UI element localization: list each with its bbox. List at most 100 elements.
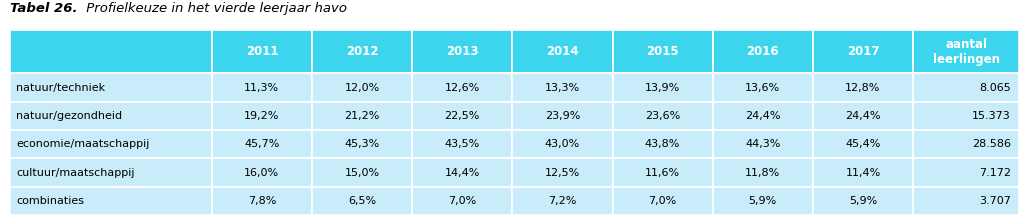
Text: 15.373: 15.373 — [972, 111, 1011, 121]
Bar — [713, 102, 813, 130]
Bar — [212, 158, 312, 187]
Bar — [212, 130, 312, 158]
Bar — [612, 74, 713, 102]
Bar — [412, 30, 512, 74]
Bar — [412, 74, 512, 102]
Bar — [512, 130, 612, 158]
Text: 8.065: 8.065 — [979, 83, 1011, 93]
Text: 43,0%: 43,0% — [545, 139, 580, 149]
Text: 12,0%: 12,0% — [344, 83, 380, 93]
Bar — [412, 130, 512, 158]
Text: 7,8%: 7,8% — [248, 196, 276, 206]
Text: 13,6%: 13,6% — [745, 83, 780, 93]
Bar — [612, 187, 713, 215]
Bar — [412, 187, 512, 215]
Bar — [512, 74, 612, 102]
Bar — [713, 30, 813, 74]
Bar — [10, 187, 212, 215]
Bar — [10, 130, 212, 158]
Text: 22,5%: 22,5% — [444, 111, 480, 121]
Bar — [10, 74, 212, 102]
Text: 2015: 2015 — [646, 45, 679, 58]
Bar — [813, 102, 913, 130]
Text: 43,5%: 43,5% — [444, 139, 480, 149]
Bar — [913, 102, 1019, 130]
Bar — [212, 102, 312, 130]
Text: 14,4%: 14,4% — [444, 168, 480, 178]
Text: 2014: 2014 — [546, 45, 579, 58]
Text: 44,3%: 44,3% — [745, 139, 780, 149]
Bar — [813, 74, 913, 102]
Text: 23,9%: 23,9% — [545, 111, 581, 121]
Bar — [612, 102, 713, 130]
Text: 7,2%: 7,2% — [548, 196, 577, 206]
Text: 12,5%: 12,5% — [545, 168, 580, 178]
Bar — [913, 158, 1019, 187]
Bar — [312, 74, 412, 102]
Text: 11,3%: 11,3% — [245, 83, 280, 93]
Bar — [813, 187, 913, 215]
Text: 13,9%: 13,9% — [645, 83, 680, 93]
Text: 24,4%: 24,4% — [745, 111, 780, 121]
Text: 21,2%: 21,2% — [344, 111, 380, 121]
Bar — [612, 158, 713, 187]
Bar — [10, 102, 212, 130]
Bar — [212, 74, 312, 102]
Text: combinaties: combinaties — [16, 196, 84, 206]
Bar — [412, 102, 512, 130]
Bar — [813, 130, 913, 158]
Bar — [713, 74, 813, 102]
Text: 45,3%: 45,3% — [344, 139, 380, 149]
Text: 19,2%: 19,2% — [244, 111, 280, 121]
Bar — [612, 130, 713, 158]
Text: 2016: 2016 — [746, 45, 779, 58]
Bar — [713, 130, 813, 158]
Text: 24,4%: 24,4% — [845, 111, 881, 121]
Bar — [913, 30, 1019, 74]
Text: economie/maatschappij: economie/maatschappij — [16, 139, 150, 149]
Text: 11,6%: 11,6% — [645, 168, 680, 178]
Text: 2013: 2013 — [446, 45, 478, 58]
Text: 6,5%: 6,5% — [348, 196, 376, 206]
Text: 12,6%: 12,6% — [444, 83, 480, 93]
Text: 12,8%: 12,8% — [845, 83, 881, 93]
Bar — [913, 130, 1019, 158]
Bar — [913, 187, 1019, 215]
Bar — [10, 158, 212, 187]
Bar — [713, 187, 813, 215]
Text: natuur/techniek: natuur/techniek — [16, 83, 105, 93]
Text: 13,3%: 13,3% — [545, 83, 580, 93]
Bar — [312, 158, 412, 187]
Bar — [512, 30, 612, 74]
Bar — [512, 158, 612, 187]
Text: 5,9%: 5,9% — [849, 196, 878, 206]
Text: 45,7%: 45,7% — [244, 139, 280, 149]
Text: Profielkeuze in het vierde leerjaar havo: Profielkeuze in het vierde leerjaar havo — [82, 2, 347, 15]
Bar — [512, 102, 612, 130]
Text: 2017: 2017 — [847, 45, 880, 58]
Bar — [312, 102, 412, 130]
Text: 28.586: 28.586 — [972, 139, 1011, 149]
Text: aantal
leerlingen: aantal leerlingen — [933, 38, 999, 66]
Text: cultuur/maatschappij: cultuur/maatschappij — [16, 168, 134, 178]
Bar — [512, 187, 612, 215]
Text: 7,0%: 7,0% — [449, 196, 476, 206]
Text: 16,0%: 16,0% — [245, 168, 280, 178]
Bar — [913, 74, 1019, 102]
Bar — [312, 130, 412, 158]
Text: 11,4%: 11,4% — [846, 168, 881, 178]
Text: 2012: 2012 — [346, 45, 378, 58]
Text: 15,0%: 15,0% — [344, 168, 380, 178]
Bar — [813, 30, 913, 74]
Text: 11,8%: 11,8% — [745, 168, 780, 178]
Bar — [813, 158, 913, 187]
Bar — [312, 30, 412, 74]
Text: 2011: 2011 — [246, 45, 279, 58]
Bar — [312, 187, 412, 215]
Bar — [612, 30, 713, 74]
Text: 45,4%: 45,4% — [845, 139, 881, 149]
Bar — [10, 30, 212, 74]
Text: 3.707: 3.707 — [979, 196, 1011, 206]
Text: Tabel 26.: Tabel 26. — [10, 2, 78, 15]
Text: 23,6%: 23,6% — [645, 111, 680, 121]
